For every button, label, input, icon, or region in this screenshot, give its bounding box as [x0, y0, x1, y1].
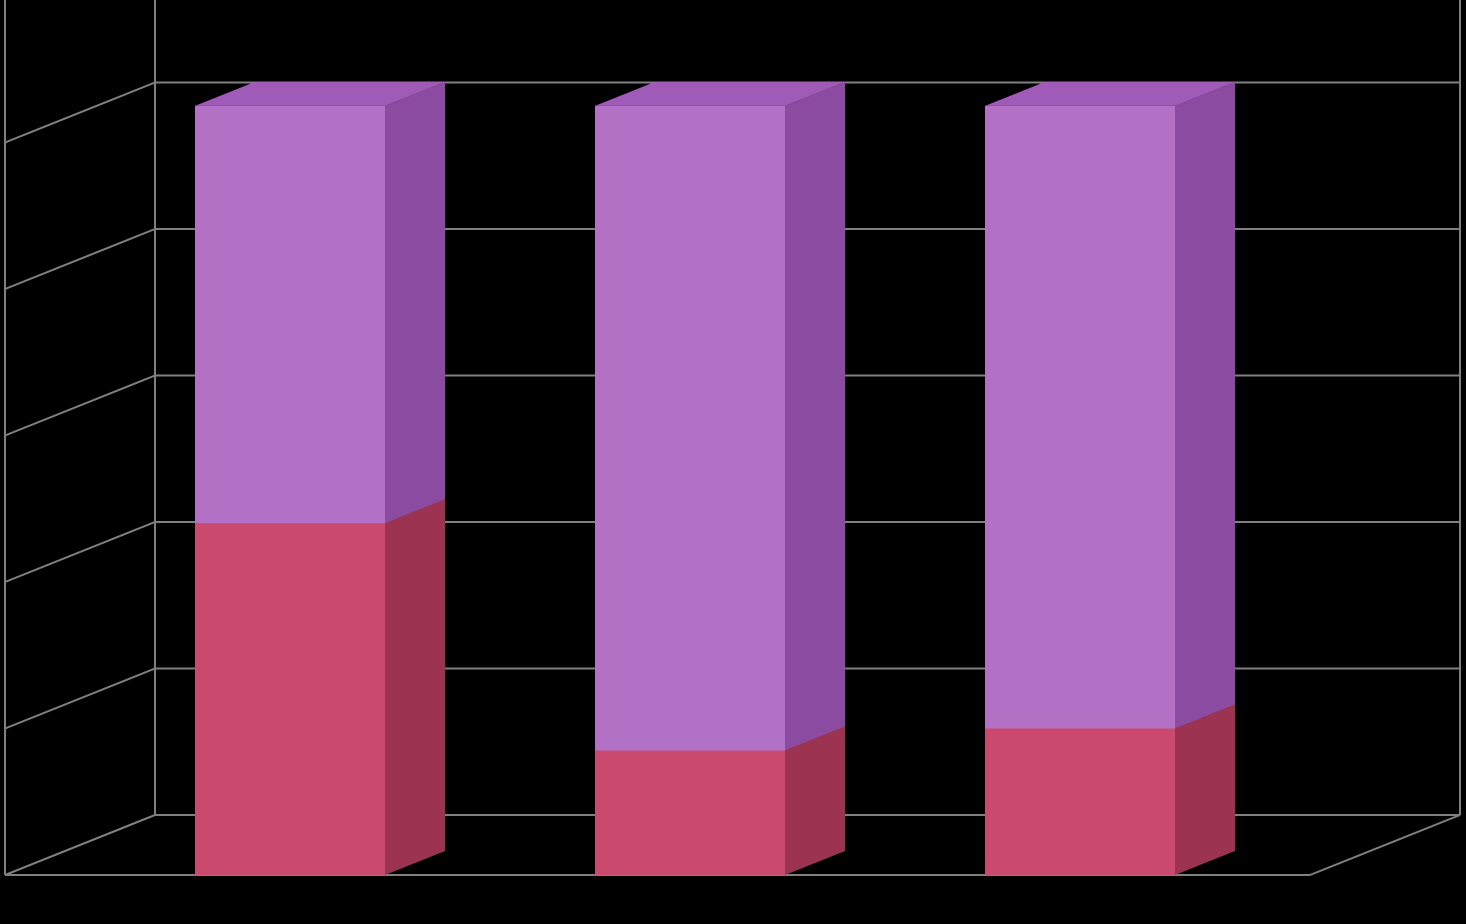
stacked-bar-3d-chart — [0, 0, 1466, 924]
bars — [195, 82, 1235, 875]
